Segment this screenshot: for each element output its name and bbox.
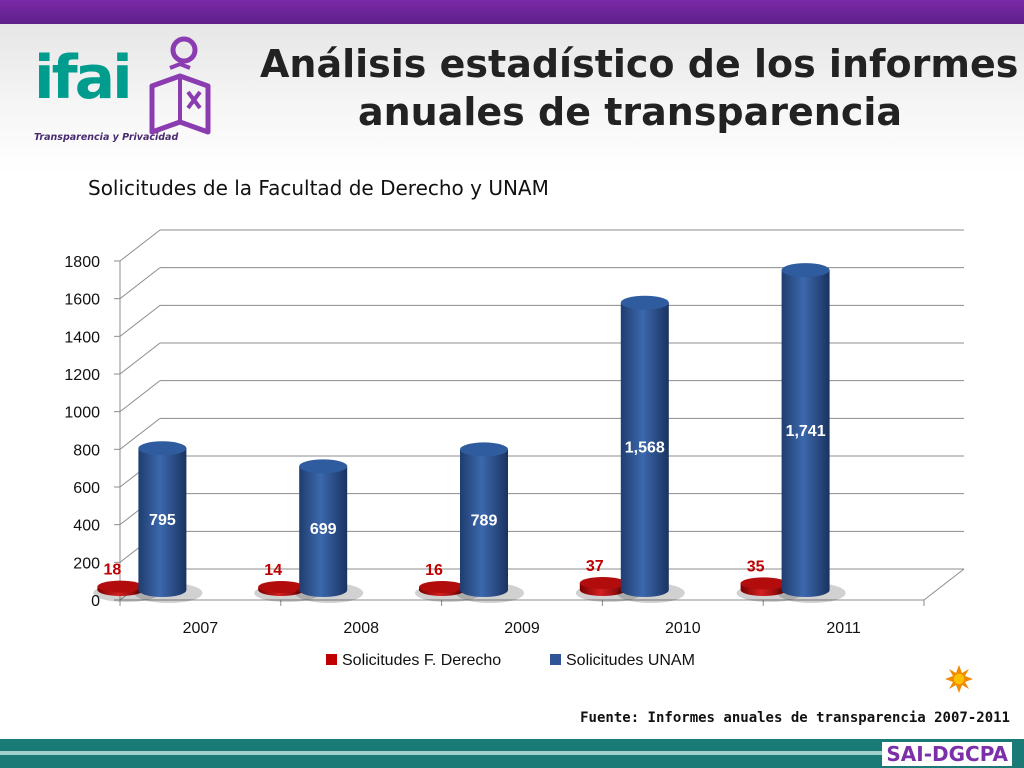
y-tick-label: 1200	[64, 367, 100, 384]
x-tick-label: 2010	[665, 620, 701, 637]
x-tick-label: 2011	[826, 620, 861, 637]
ifai-logo: ifai Transparencia y Privacidad	[28, 36, 228, 146]
bar-fderecho-cap	[419, 580, 465, 593]
source-note: Fuente: Informes anuales de transparenci…	[580, 710, 1010, 726]
bar-unam-body	[781, 270, 830, 598]
data-label-unam: 1,741	[786, 423, 826, 440]
title-line-1: Análisis estadístico de los informes	[260, 42, 1019, 86]
gridline-diagonal	[119, 417, 161, 450]
bar-fderecho-cap	[579, 577, 626, 590]
bar-unam	[456, 442, 524, 603]
gridline-diagonal	[119, 342, 161, 375]
bar-chart: 0 200 400 600 800 1000 1200 1400 1600 1800 2007 200…	[64, 229, 965, 669]
y-tick-label: 1600	[64, 292, 100, 309]
bar-unam-cap	[299, 459, 348, 474]
data-label-unam: 795	[149, 512, 176, 529]
bar-unam	[134, 441, 203, 603]
bar-unam-cap	[138, 441, 187, 456]
y-tick-label: 400	[73, 518, 100, 535]
legend-swatch	[550, 654, 561, 665]
data-label-fderecho: 35	[747, 558, 765, 575]
bar-unam	[777, 263, 846, 603]
data-label-fderecho: 37	[586, 558, 604, 575]
title-line-2: anuales de transparencia	[357, 90, 903, 134]
data-label-unam: 789	[471, 513, 498, 530]
bar-unam-cap	[460, 442, 508, 457]
bar-unam-body	[138, 448, 187, 598]
y-tick-label: 1800	[64, 254, 100, 271]
gridline-diagonal	[119, 229, 161, 262]
bar-unam-cap	[781, 263, 830, 278]
gridline-diagonal	[119, 267, 161, 300]
bar-unam	[295, 459, 364, 603]
bar-fderecho-cap	[258, 581, 305, 593]
chart-title: Solicitudes de la Facultad de Derecho y …	[88, 176, 549, 200]
bar-fderecho-cap	[97, 580, 144, 593]
y-tick-label: 600	[73, 480, 100, 497]
data-label-fderecho: 18	[104, 562, 122, 579]
logo-wordmark: ifai	[34, 43, 133, 113]
data-label-unam: 1,568	[625, 439, 665, 456]
data-label-fderecho: 14	[264, 562, 282, 579]
y-tick-label: 1000	[64, 405, 100, 422]
top-accent-bar	[0, 0, 1024, 24]
x-tick-label: 2007	[183, 620, 219, 637]
page-title: Análisis estadístico de los informes anu…	[260, 40, 1019, 136]
bar-fderecho-cap	[740, 577, 787, 590]
bar-unam-cap	[620, 295, 669, 310]
bar-unam-body	[460, 449, 508, 597]
data-label-unam: 699	[310, 521, 337, 538]
x-tick-label: 2008	[343, 620, 379, 637]
legend-swatch	[326, 654, 337, 665]
x-tick-label: 2009	[504, 620, 540, 637]
data-label-fderecho: 16	[425, 562, 443, 579]
footer-bar	[0, 739, 1024, 768]
gridline-diagonal	[119, 304, 161, 337]
y-tick-label: 800	[73, 442, 100, 459]
footer-label: SAI-DGCPA	[882, 742, 1012, 766]
bar-unam	[616, 295, 685, 603]
y-tick-label: 0	[91, 593, 100, 610]
y-tick-label: 200	[73, 555, 100, 572]
logo-subtitle: Transparencia y Privacidad	[34, 132, 179, 143]
person-book-icon	[149, 36, 211, 135]
legend-label: Solicitudes F. Derecho	[342, 652, 501, 669]
footer-stripe	[0, 751, 890, 755]
sun-icon[interactable]	[944, 664, 974, 694]
y-tick-label: 1400	[64, 329, 100, 346]
bar-unam-body	[620, 302, 669, 598]
gridline-diagonal	[119, 380, 161, 413]
bar-unam-body	[299, 466, 348, 598]
legend-label: Solicitudes UNAM	[566, 652, 695, 669]
floor-edge	[923, 568, 965, 601]
